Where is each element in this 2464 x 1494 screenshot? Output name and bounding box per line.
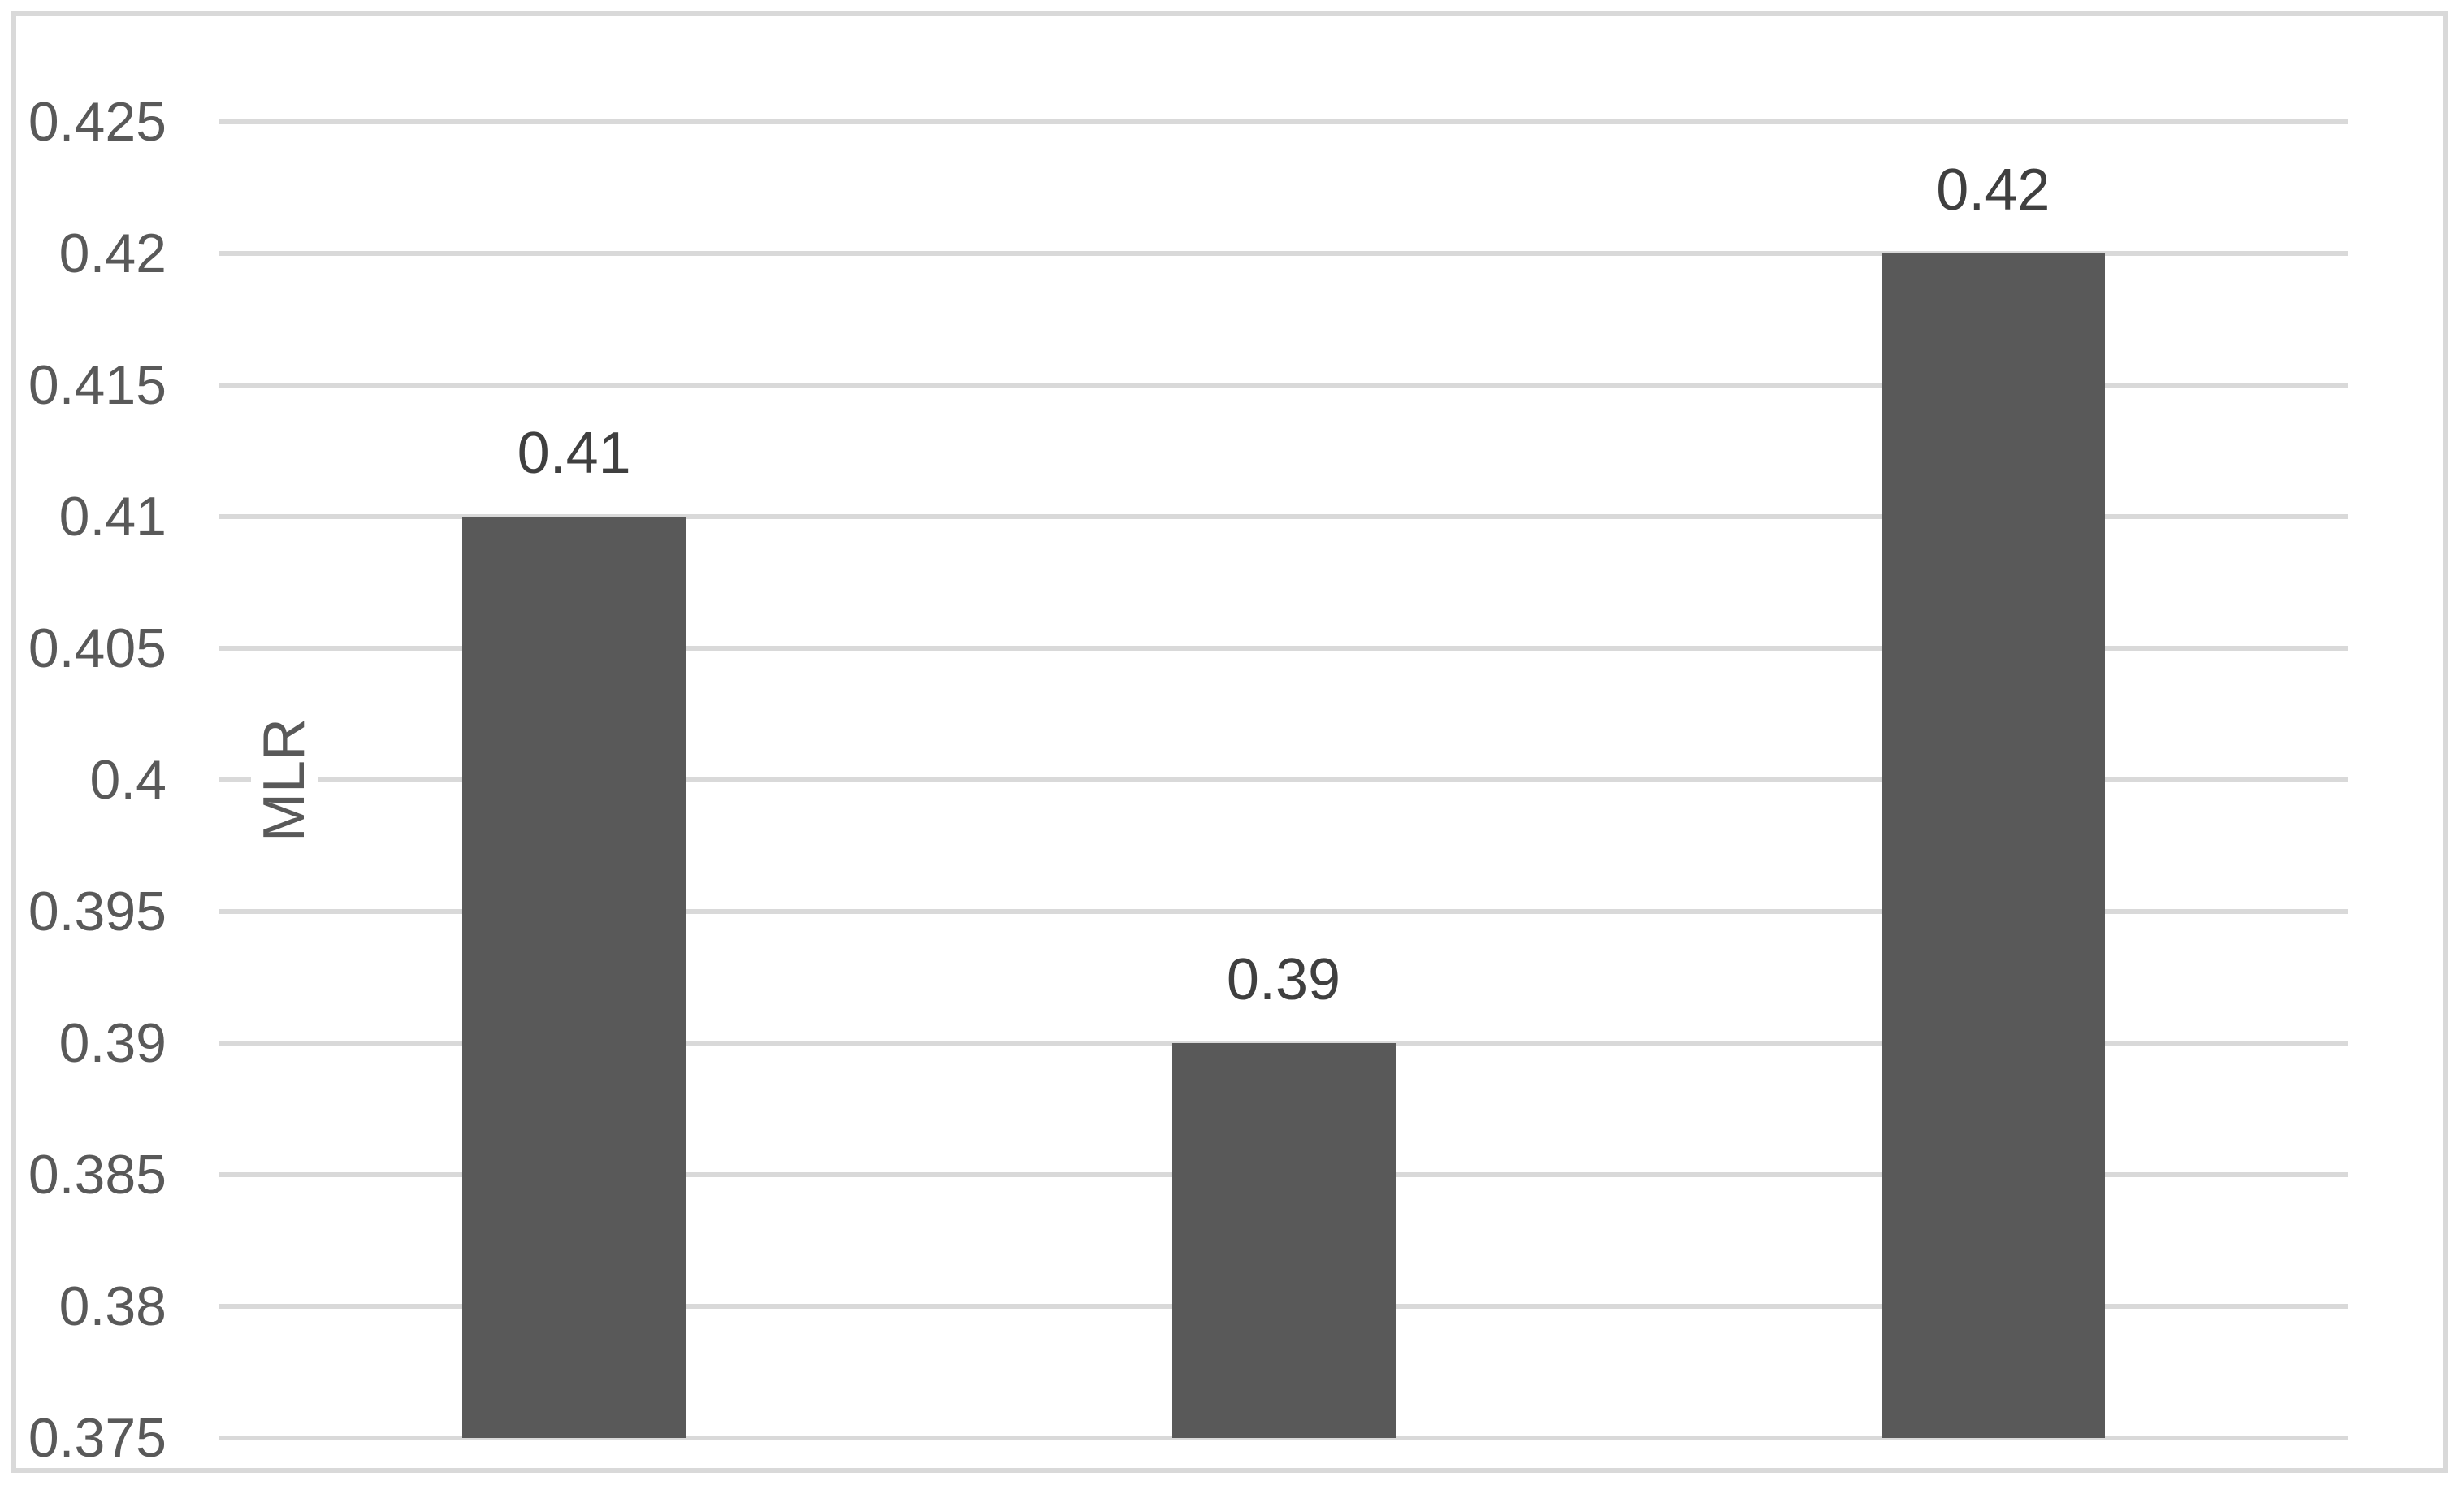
y-tick-label: 0.4 xyxy=(89,749,167,811)
y-tick-label: 0.395 xyxy=(28,881,167,942)
y-tick-label: 0.425 xyxy=(28,91,167,153)
y-axis-title: MLR xyxy=(251,712,318,847)
y-tick-label: 0.38 xyxy=(58,1275,167,1337)
y-tick-label: 0.41 xyxy=(58,486,167,548)
gridline xyxy=(219,777,2348,782)
y-tick-label: 0.39 xyxy=(58,1012,167,1074)
gridline xyxy=(219,646,2348,651)
gridline xyxy=(219,514,2348,519)
bar-series-3 xyxy=(1881,253,2105,1438)
gridline xyxy=(219,383,2348,388)
y-tick-label: 0.375 xyxy=(28,1407,167,1469)
gridline xyxy=(219,119,2348,124)
bar-value-label: 0.41 xyxy=(517,421,631,486)
bar-value-label: 0.39 xyxy=(1226,947,1341,1012)
y-tick-label: 0.42 xyxy=(58,223,167,284)
bar-value-label: 0.42 xyxy=(1936,158,2050,223)
y-tick-label: 0.415 xyxy=(28,354,167,416)
gridline xyxy=(219,1436,2348,1440)
gridline xyxy=(219,909,2348,914)
gridline xyxy=(219,251,2348,256)
bar-series-2 xyxy=(1171,1043,1396,1438)
y-tick-label: 0.385 xyxy=(28,1144,167,1206)
y-tick-label: 0.405 xyxy=(28,617,167,679)
bar-series-1 xyxy=(462,517,686,1438)
chart-outer-border xyxy=(11,11,2448,1473)
